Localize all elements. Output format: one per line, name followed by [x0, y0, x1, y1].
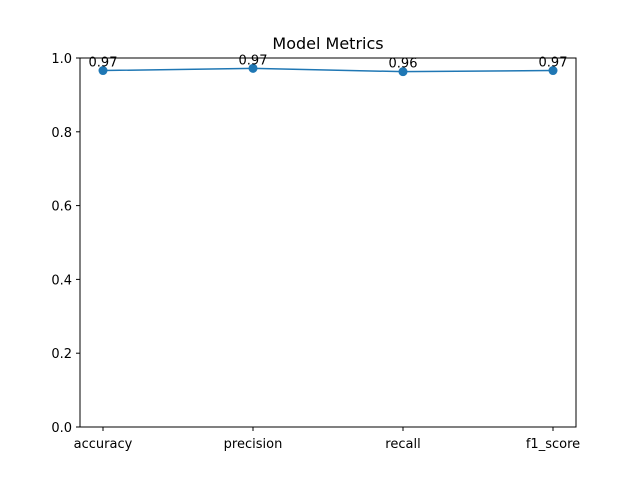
y-tick-label: 1.0: [51, 52, 72, 67]
y-axis: 0.0 0.2 0.4 0.6 0.8 1.0: [51, 52, 80, 436]
data-label: 0.97: [239, 53, 268, 68]
series-group: 0.97 0.97 0.96 0.97: [89, 53, 568, 77]
x-tick-label: recall: [385, 437, 420, 452]
data-point: [98, 66, 108, 76]
x-axis: accuracy precision recall f1_score: [74, 427, 580, 452]
series-line: [102, 67, 554, 73]
x-tick-label: accuracy: [74, 437, 133, 452]
y-tick-label: 0.6: [51, 200, 72, 215]
y-tick-label: 0.0: [51, 421, 72, 436]
x-tick-label: f1_score: [526, 437, 580, 452]
data-point: [248, 63, 258, 73]
chart-title: Model Metrics: [272, 34, 383, 53]
data-point: [548, 66, 558, 76]
data-point: [398, 67, 408, 77]
y-tick-label: 0.4: [51, 273, 72, 288]
x-tick-label: precision: [224, 437, 283, 452]
y-tick-label: 0.8: [51, 126, 72, 141]
data-label: 0.96: [389, 57, 418, 72]
data-label: 0.97: [89, 56, 118, 71]
y-tick-label: 0.2: [51, 347, 72, 362]
data-label: 0.97: [539, 56, 568, 71]
plot-frame: [79, 57, 577, 428]
